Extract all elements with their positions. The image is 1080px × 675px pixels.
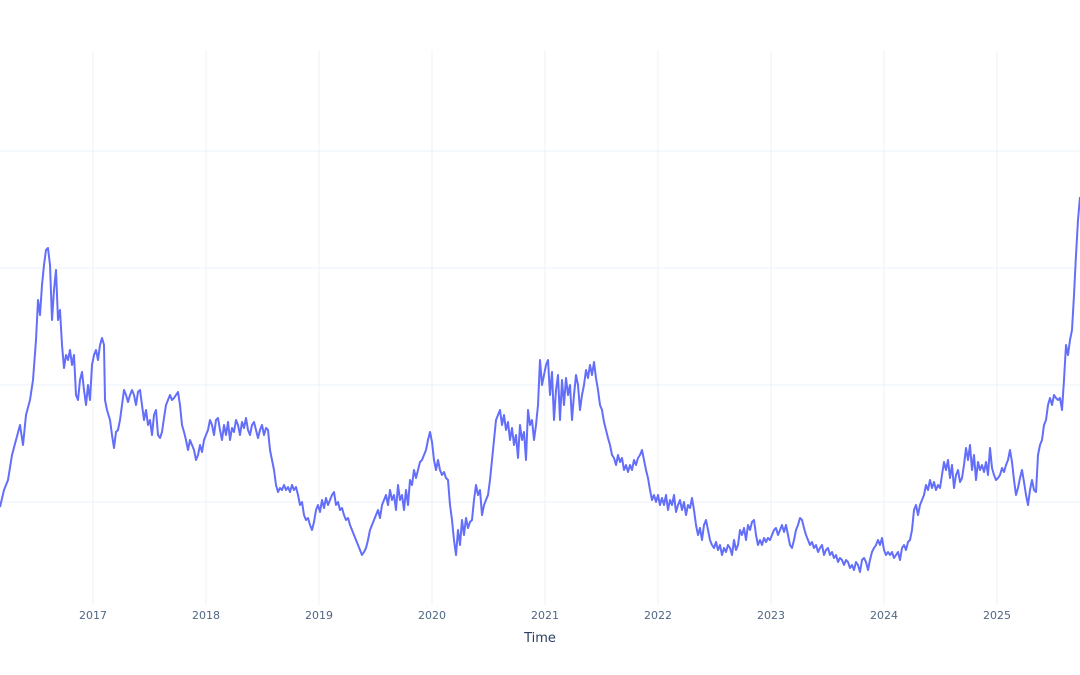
x-tick-label: 2018 — [192, 609, 220, 622]
x-tick-label: 2019 — [305, 609, 333, 622]
x-tick-label: 2020 — [418, 609, 446, 622]
x-gridlines — [92, 50, 998, 605]
x-tick-label: 2022 — [644, 609, 672, 622]
y-gridlines — [0, 150, 1080, 503]
x-tick-label: 2023 — [757, 609, 785, 622]
x-tick-label: 2021 — [531, 609, 559, 622]
x-axis-title: Time — [523, 631, 556, 646]
x-tick-label: 2017 — [79, 609, 107, 622]
x-axis-tick-labels: 2017 2018 2019 2020 2021 2022 2023 2024 2025 — [79, 609, 1011, 622]
x-tick-label: 2025 — [983, 609, 1011, 622]
series-line — [0, 196, 1080, 573]
x-tick-label: 2024 — [870, 609, 898, 622]
